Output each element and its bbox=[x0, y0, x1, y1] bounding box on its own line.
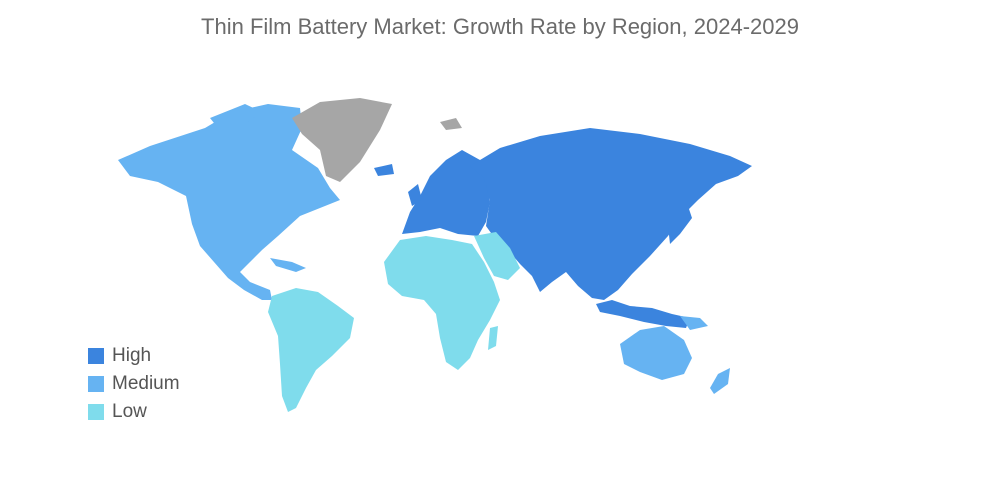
region-middle-east bbox=[474, 232, 520, 280]
region-australia bbox=[620, 326, 692, 380]
legend-item-medium: Medium bbox=[88, 370, 180, 398]
region-svalbard bbox=[440, 118, 462, 130]
region-canada-islands bbox=[210, 104, 262, 128]
region-new-zealand bbox=[710, 368, 730, 394]
legend-swatch-high bbox=[88, 348, 104, 364]
region-greenland bbox=[292, 98, 392, 182]
legend-item-low: Low bbox=[88, 398, 180, 426]
region-south-america bbox=[268, 288, 354, 412]
legend-label-medium: Medium bbox=[112, 373, 180, 394]
chart-title: Thin Film Battery Market: Growth Rate by… bbox=[201, 14, 799, 39]
region-iceland bbox=[374, 164, 394, 176]
region-russia-asia bbox=[470, 128, 752, 300]
region-caribbean bbox=[270, 258, 306, 272]
legend-label-high: High bbox=[112, 345, 152, 366]
region-north-america bbox=[118, 104, 340, 300]
region-europe bbox=[402, 150, 490, 236]
legend-item-high: High bbox=[88, 342, 180, 370]
region-madagascar bbox=[488, 326, 498, 350]
legend-swatch-medium bbox=[88, 376, 104, 392]
legend-swatch-low bbox=[88, 404, 104, 420]
region-southeast-asia-islands bbox=[596, 300, 690, 328]
region-japan bbox=[668, 206, 692, 244]
legend: High Medium Low bbox=[88, 342, 180, 426]
legend-label-low: Low bbox=[112, 401, 147, 422]
region-uk bbox=[408, 184, 422, 206]
region-africa bbox=[384, 236, 500, 370]
region-png bbox=[680, 316, 708, 330]
